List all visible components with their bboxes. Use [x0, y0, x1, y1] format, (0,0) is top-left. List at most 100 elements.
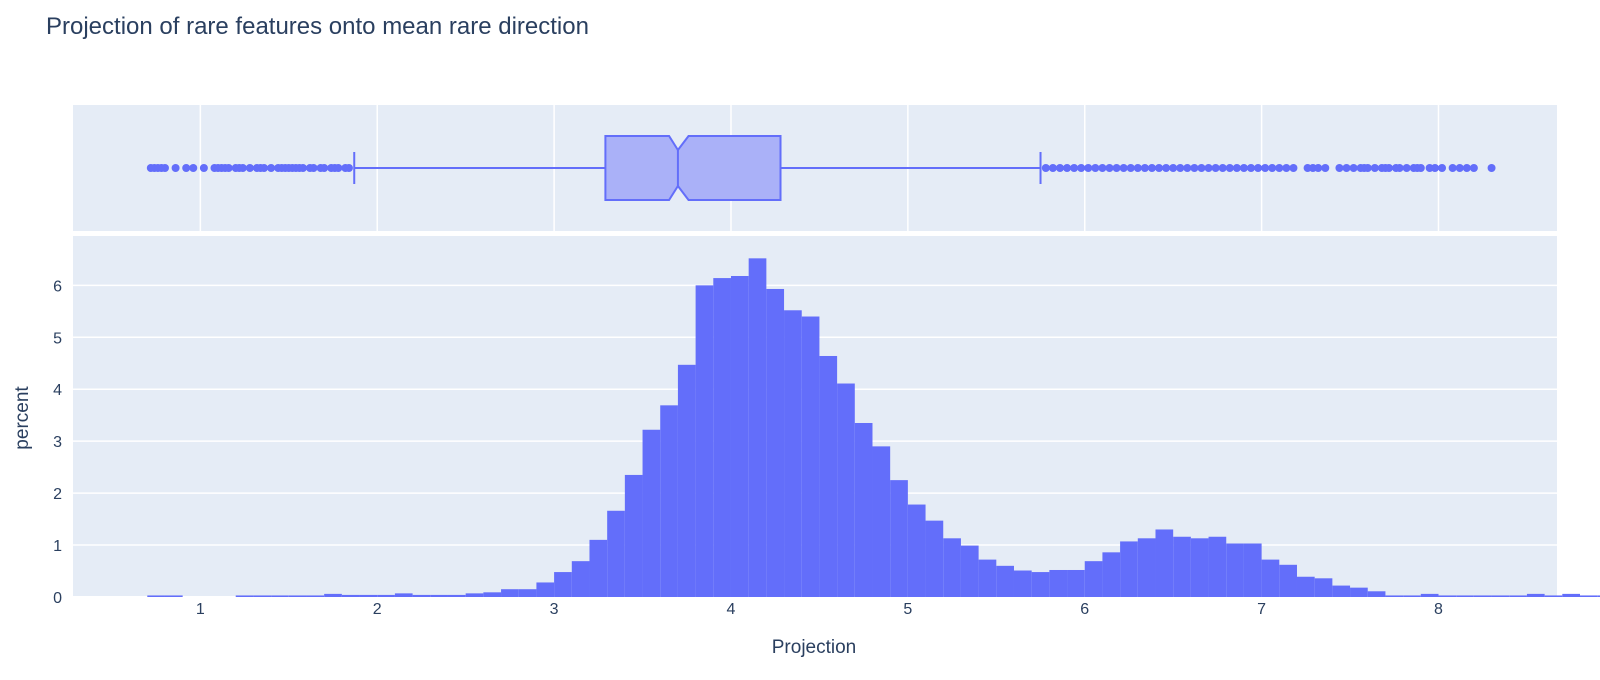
- box-outlier: [1261, 164, 1270, 172]
- box-outlier: [1098, 164, 1107, 172]
- histogram-bar: [1526, 593, 1545, 597]
- box-outlier: [298, 164, 307, 172]
- histogram-bar: [748, 258, 767, 597]
- histogram-bar: [554, 572, 572, 597]
- histogram-bar: [854, 422, 873, 597]
- histogram-bar: [164, 595, 183, 597]
- y-tick-label: 1: [53, 538, 62, 555]
- histogram-bar: [430, 594, 448, 597]
- histogram-bar: [1031, 572, 1050, 597]
- box-outlier: [1402, 164, 1411, 172]
- histogram-bar: [589, 539, 608, 597]
- box-outlier: [182, 164, 191, 172]
- histogram-bar: [784, 310, 802, 597]
- histogram-bar: [996, 565, 1014, 597]
- box-outlier: [1155, 164, 1164, 172]
- box-outlier: [1147, 164, 1156, 172]
- box-outlier: [1455, 164, 1464, 172]
- box-outlier: [1363, 164, 1372, 172]
- box-outlier: [1211, 164, 1220, 172]
- histogram-bar: [801, 316, 820, 597]
- box-outlier: [1430, 164, 1439, 172]
- histogram-bar: [677, 364, 696, 597]
- histogram-bar: [1067, 569, 1085, 597]
- box-outlier: [334, 164, 343, 172]
- box-outlier: [309, 164, 318, 172]
- histogram-bar: [1332, 585, 1351, 597]
- histogram-bar: [890, 480, 908, 597]
- box-outlier: [1176, 164, 1185, 172]
- box-outlier: [1055, 164, 1064, 172]
- box-outlier: [1342, 164, 1351, 172]
- histogram-bar: [394, 593, 413, 597]
- histogram-bar: [518, 589, 537, 597]
- box-outlier: [238, 164, 247, 172]
- box-outlier: [1487, 164, 1496, 172]
- histogram-bar: [1190, 538, 1209, 597]
- x-axis-label: Projection: [772, 637, 857, 658]
- box-outlier: [1349, 164, 1358, 172]
- y-axis-label: percent: [12, 386, 33, 450]
- histogram-bar: [819, 355, 838, 597]
- box-outlier: [1289, 164, 1298, 172]
- histogram-bar: [465, 593, 484, 597]
- histogram-bar: [1367, 591, 1386, 597]
- histogram-bar: [660, 405, 678, 597]
- histogram-bar: [324, 593, 342, 597]
- histogram-bar: [960, 545, 979, 597]
- histogram-bar: [872, 446, 891, 597]
- box-outlier: [320, 164, 329, 172]
- histogram-bar: [1279, 564, 1297, 597]
- histogram-bar: [1403, 595, 1421, 597]
- histogram-bar: [1491, 595, 1510, 597]
- box-outlier: [1204, 164, 1213, 172]
- histogram-bar: [571, 561, 590, 597]
- box-outlier: [1162, 164, 1171, 172]
- box-outlier: [1041, 164, 1050, 172]
- box-outlier: [189, 164, 198, 172]
- histogram-bar: [1155, 529, 1174, 597]
- box-outlier: [1091, 164, 1100, 172]
- histogram-bar: [1385, 595, 1404, 597]
- box-outlier: [1119, 164, 1128, 172]
- histogram-bar: [483, 592, 502, 597]
- histogram-bar: [253, 595, 272, 597]
- y-tick-label: 6: [53, 278, 62, 295]
- histogram-bar: [501, 589, 519, 597]
- histogram-bar: [147, 595, 165, 597]
- box-outlier: [160, 164, 169, 172]
- x-tick-label: 8: [1434, 601, 1443, 618]
- histogram-bar: [235, 595, 254, 597]
- box-outlier: [1275, 164, 1284, 172]
- box-outlier: [1254, 164, 1263, 172]
- box-outlier: [1140, 164, 1149, 172]
- histogram-bar: [1208, 536, 1227, 597]
- box-outlier: [1469, 164, 1478, 172]
- box-outlier: [1190, 164, 1199, 172]
- box-outlier: [1268, 164, 1277, 172]
- y-tick-label: 3: [53, 434, 62, 451]
- histogram-bar: [1597, 595, 1600, 597]
- box-outlier: [1335, 164, 1344, 172]
- histogram-bar: [1084, 561, 1103, 597]
- histogram-bar: [1120, 541, 1138, 597]
- histogram-bar: [271, 595, 289, 597]
- box-outlier: [1247, 164, 1256, 172]
- histogram-bars: [147, 258, 1600, 597]
- box-outlier: [1112, 164, 1121, 172]
- box-iqr: [604, 135, 782, 201]
- box-plot: [146, 135, 1496, 201]
- x-tick-label: 2: [373, 601, 382, 618]
- box-outlier: [1048, 164, 1057, 172]
- box-outlier: [1183, 164, 1192, 172]
- y-tick-label: 4: [53, 382, 62, 399]
- histogram-bar: [536, 582, 555, 597]
- histogram-bar: [925, 520, 944, 597]
- histogram-bar: [943, 538, 961, 597]
- histogram-bar: [837, 383, 855, 597]
- histogram-bar: [447, 594, 466, 597]
- box-outlier: [1314, 164, 1323, 172]
- histogram-bar: [713, 278, 731, 597]
- box-outlier: [1063, 164, 1072, 172]
